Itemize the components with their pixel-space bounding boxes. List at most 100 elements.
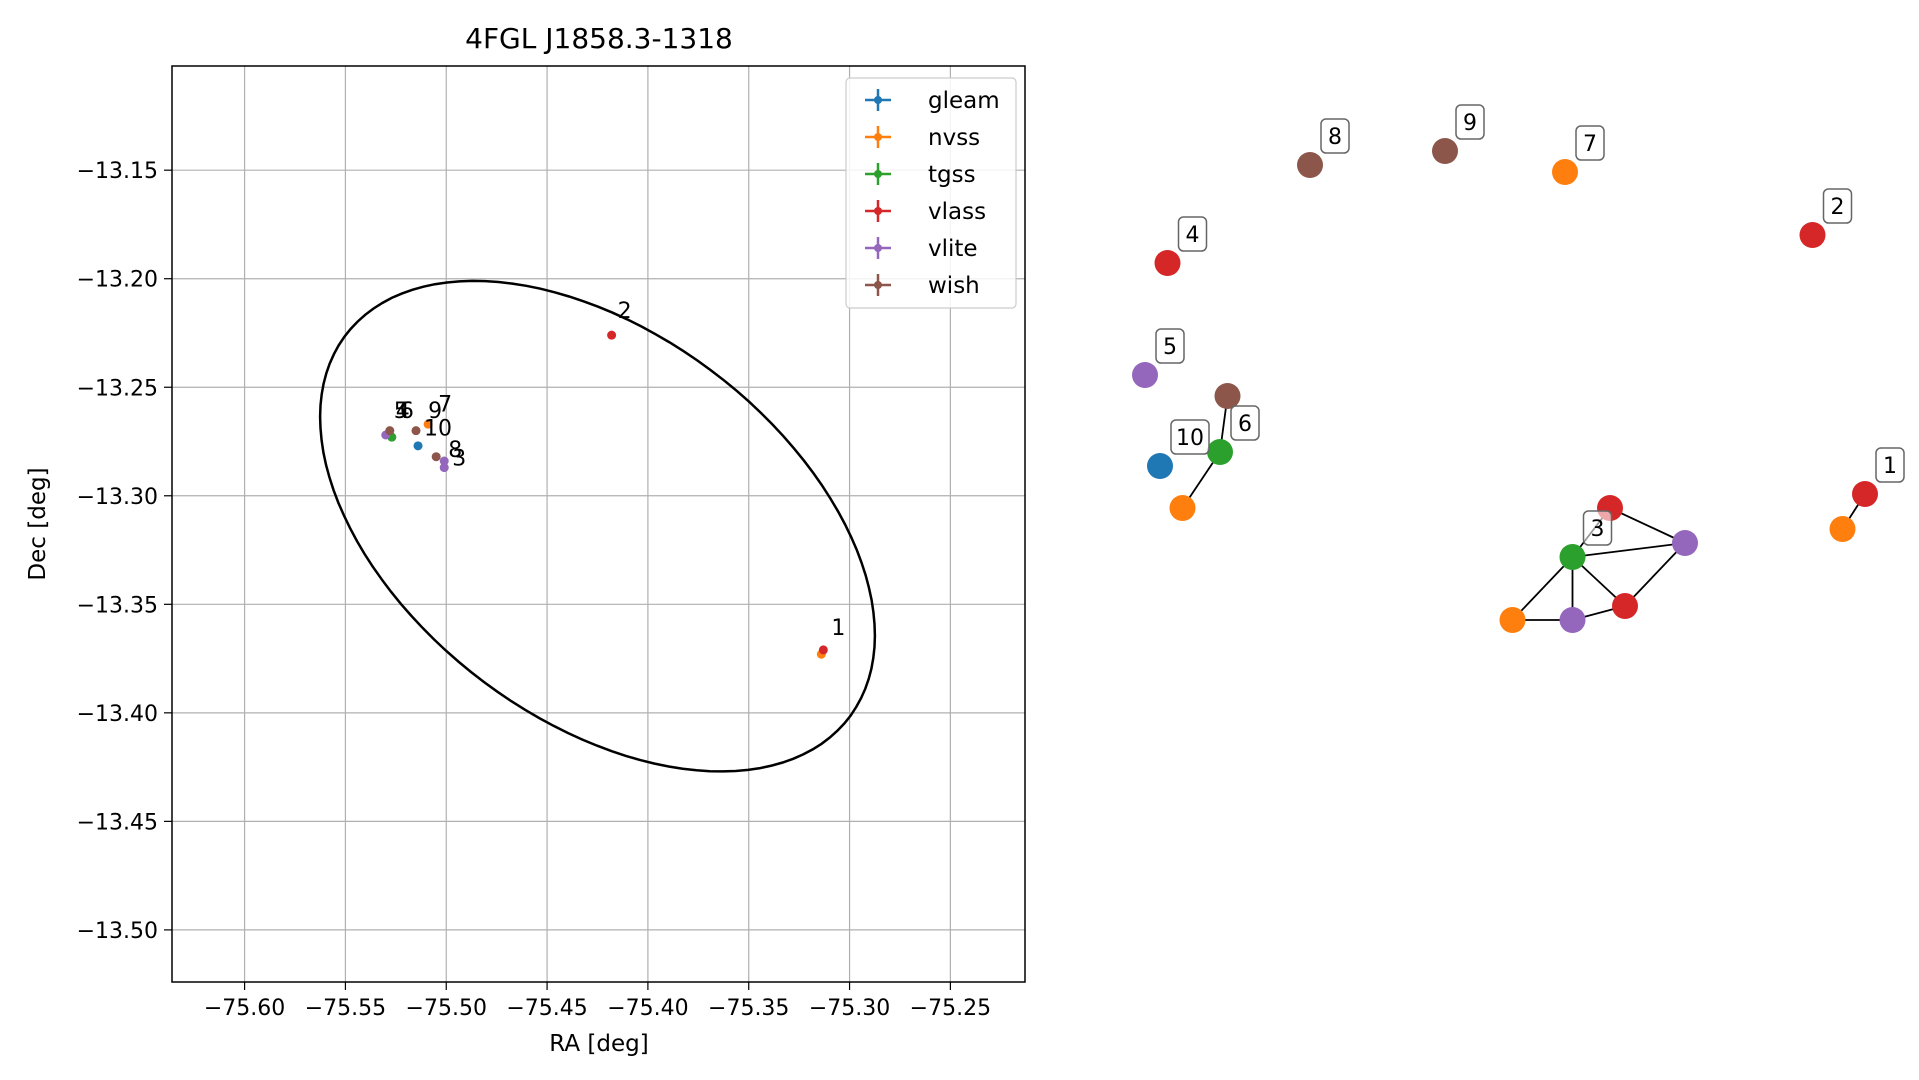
point-label: 4	[396, 399, 410, 424]
error-ellipse	[318, 279, 877, 773]
network-label-box	[1582, 510, 1613, 546]
network-node	[1672, 530, 1698, 556]
network-node-label: 4	[1186, 223, 1200, 248]
data-point-wish	[431, 452, 441, 462]
network-label-box	[1575, 125, 1605, 161]
network-node-label: 8	[1328, 125, 1342, 150]
network-label-box	[1455, 104, 1485, 140]
data-point-nvss	[423, 419, 433, 429]
legend-marker-dot	[874, 244, 882, 252]
network-node	[1799, 222, 1826, 248]
network-label-box	[1320, 118, 1350, 154]
network-node-label: 2	[1831, 195, 1845, 220]
network-node-label: 5	[1163, 335, 1177, 360]
network-label-box	[1822, 188, 1853, 224]
network-edge	[1624, 542, 1686, 607]
x-tick-label: −75.60	[204, 996, 285, 1021]
network-edge	[1609, 507, 1686, 544]
network-node	[1499, 607, 1526, 633]
data-point-vlass	[607, 330, 617, 340]
y-tick-label: −13.45	[77, 810, 158, 835]
legend-entry-vlass: vlass	[928, 199, 986, 225]
network-label-box	[1177, 216, 1208, 252]
y-tick-label: −13.25	[77, 376, 158, 401]
network-node	[1207, 439, 1233, 465]
error-ellipse-curve	[318, 279, 877, 773]
legend-marker-dot	[874, 133, 882, 141]
network-node-label: 7	[1583, 132, 1597, 157]
network-label-box	[1875, 447, 1905, 483]
x-axis-ticks: −75.60 −75.55 −75.50 −75.45 −75.40 −75.35 −75.…	[204, 982, 991, 1021]
point-label: 2	[618, 299, 632, 324]
point-label: 1	[831, 616, 845, 641]
network-node	[1432, 138, 1458, 164]
legend: gleam nvss tgss vlass vlite wish	[845, 77, 1017, 309]
y-tick-label: −13.40	[77, 702, 158, 727]
network-node	[1559, 607, 1586, 633]
legend-entry-vlite: vlite	[928, 236, 978, 262]
legend-entry-nvss: nvss	[928, 125, 980, 151]
network-label-box	[1230, 405, 1260, 441]
network-node	[1852, 481, 1878, 507]
chart-title: 4FGL J1858.3-1318	[465, 22, 733, 55]
network-node	[1297, 152, 1323, 178]
point-label: 3	[452, 447, 466, 472]
network-nodes	[1132, 138, 1878, 633]
network-node	[1552, 159, 1578, 185]
legend-marker-dot	[874, 170, 882, 178]
legend-box	[845, 77, 1017, 309]
x-tick-label: −75.35	[708, 996, 789, 1021]
network-edge	[1511, 556, 1574, 621]
network-node	[1132, 362, 1158, 388]
network-label-box	[1155, 328, 1185, 364]
network-label-box	[1170, 419, 1210, 455]
grid-lines	[172, 66, 1025, 982]
plot-frame	[171, 65, 1026, 983]
point-label: 6	[400, 399, 414, 424]
x-tick-label: −75.25	[910, 996, 991, 1021]
y-tick-label: −13.35	[77, 593, 158, 618]
point-label: 10	[424, 416, 452, 441]
network-node-label: 3	[1591, 517, 1605, 542]
point-label: 7	[438, 392, 452, 417]
data-points	[381, 330, 828, 659]
legend-entry-gleam: gleam	[928, 88, 1000, 114]
network-node-label: 1	[1883, 454, 1897, 479]
legend-entry-wish: wish	[928, 273, 980, 299]
y-tick-label: −13.50	[77, 919, 158, 944]
network-node-labels: 4 8 9 7 2 5 6 10 3 1	[1155, 104, 1905, 546]
network-node-label: 6	[1238, 412, 1252, 437]
data-point-vlite	[439, 456, 449, 466]
network-node	[1169, 495, 1196, 521]
x-tick-label: −75.50	[406, 996, 487, 1021]
network-edge	[1572, 542, 1686, 558]
network-node-label: 9	[1463, 111, 1477, 136]
network-node	[1214, 383, 1241, 409]
network-panel: 4 8 9 7 2 5 6 10 3 1	[1132, 104, 1905, 633]
network-node-label: 10	[1176, 426, 1204, 451]
point-label: 9	[428, 399, 442, 424]
x-tick-label: −75.40	[607, 996, 688, 1021]
y-axis-label: Dec [deg]	[25, 467, 51, 580]
y-tick-label: −13.30	[77, 485, 158, 510]
data-point-wish	[385, 426, 395, 436]
legend-marker-dot	[874, 281, 882, 289]
data-point-gleam	[413, 441, 423, 451]
x-tick-label: −75.45	[506, 996, 587, 1021]
network-node	[1612, 593, 1638, 619]
network-node	[1559, 544, 1586, 570]
network-node	[1829, 516, 1856, 542]
y-axis-ticks: −13.15 −13.20 −13.25 −13.30 −13.35 −13.40 −13.…	[77, 159, 172, 944]
legend-entry-tgss: tgss	[928, 162, 976, 188]
point-label: 8	[448, 438, 462, 463]
x-axis-label: RA [deg]	[549, 1031, 648, 1057]
x-tick-label: −75.55	[305, 996, 386, 1021]
data-point-wish	[411, 426, 421, 436]
point-label: 5	[394, 399, 408, 424]
legend-marker-dot	[874, 207, 882, 215]
data-point-vlite	[439, 463, 449, 473]
data-point-vlass	[818, 645, 828, 655]
